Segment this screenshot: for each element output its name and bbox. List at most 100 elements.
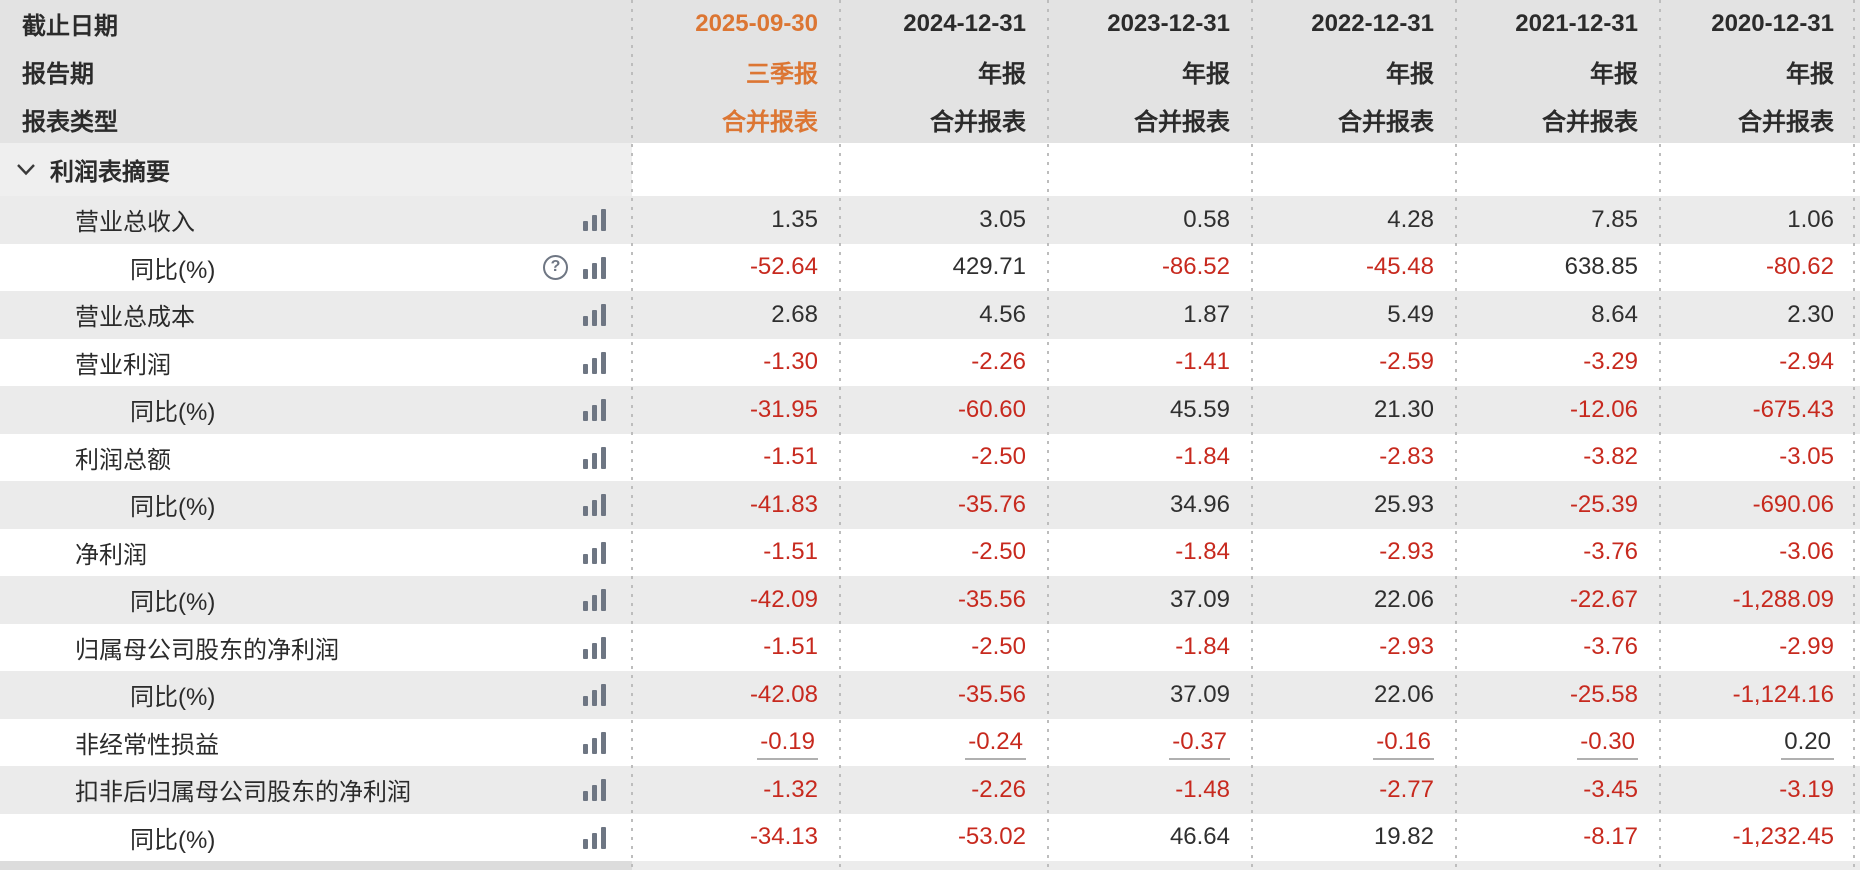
table-row: 营业总成本 2.68 4.56 1.87 5.49 8.64 2.30	[0, 291, 1860, 339]
header-cell: 2024-12-31	[903, 9, 1026, 37]
value-cell: 1.06	[1787, 205, 1834, 233]
row-label: 营业利润	[75, 351, 171, 379]
row-label-cell: 营业总成本	[0, 291, 632, 339]
value-cell: -52.64	[749, 253, 818, 281]
row-label: 同比(%)	[130, 494, 216, 522]
table-row: 营业利润 -1.30 -2.26 -1.41 -2.59 -3.29 -2.94	[0, 338, 1860, 387]
value-cell: -2.99	[1779, 633, 1834, 661]
bar-chart-icon[interactable]	[582, 255, 608, 280]
value-cell: 22.06	[1373, 680, 1434, 708]
value-cell: 21.30	[1373, 395, 1434, 423]
bar-chart-icon[interactable]	[582, 777, 608, 802]
row-label: 归属母公司股东的净利润	[75, 636, 339, 664]
value-cell: -0.30	[1456, 728, 1660, 761]
value-cell: -0.16	[1252, 728, 1456, 761]
table-row: 非经常性损益 -0.19 -0.24 -0.37 -0.16 -0.30 0.2…	[0, 718, 1860, 767]
header-cell: 合并报表	[722, 108, 818, 136]
bar-chart-icon[interactable]	[582, 540, 608, 565]
cutoff-row-label-area	[0, 861, 632, 870]
value-cell: -41.83	[749, 490, 818, 518]
value-cell: -3.05	[1779, 443, 1834, 471]
bar-chart-icon[interactable]	[582, 730, 608, 755]
column-divider	[631, 0, 633, 870]
bar-chart-icon[interactable]	[582, 825, 608, 850]
bar-chart-icon[interactable]	[582, 302, 608, 327]
value-cell: -2.93	[1379, 633, 1434, 661]
row-label-cell: 归属母公司股东的净利润	[0, 624, 632, 672]
chevron-down-icon[interactable]	[16, 163, 36, 176]
value-cell: -1.51	[763, 538, 818, 566]
row-label-cell: 净利润	[0, 529, 632, 577]
value-cell: -1.84	[1175, 443, 1230, 471]
header-cell: 合并报表	[1738, 108, 1834, 136]
header-cell: 三季报	[746, 61, 818, 88]
header-cell: 2023-12-31	[1107, 9, 1230, 37]
row-label-cell: 营业利润	[0, 339, 632, 387]
header-cell: 2020-12-31	[1711, 9, 1834, 37]
value-cell: -80.62	[1765, 253, 1834, 281]
row-label-cell: 同比(%)	[0, 386, 632, 434]
cutoff-row	[0, 861, 1860, 870]
value-cell: -2.59	[1379, 348, 1434, 376]
bar-chart-icon[interactable]	[582, 397, 608, 422]
value-cell: 25.93	[1373, 490, 1434, 518]
value-cell: 2.68	[771, 300, 818, 328]
value-cell: -60.60	[957, 395, 1026, 423]
value-cell: -45.48	[1365, 253, 1434, 281]
row-label: 营业总成本	[75, 304, 195, 332]
value-cell: 46.64	[1169, 823, 1230, 851]
value-cell: -675.43	[1752, 395, 1834, 423]
value-cell: -1.84	[1175, 538, 1230, 566]
row-label-cell: 同比(%)	[0, 481, 632, 529]
row-label: 同比(%)	[130, 684, 216, 712]
value-cell: 5.49	[1387, 300, 1434, 328]
value-cell: -3.06	[1779, 538, 1834, 566]
value-cell: -42.08	[749, 680, 818, 708]
value-cell: -1.41	[1175, 348, 1230, 376]
value-cell: 19.82	[1373, 823, 1434, 851]
bar-chart-icon[interactable]	[582, 682, 608, 707]
value-cell: 45.59	[1169, 395, 1230, 423]
value-cell: -25.39	[1569, 490, 1638, 518]
value-cell: 0.58	[1183, 205, 1230, 233]
section-toggle[interactable]: 利润表摘要	[0, 143, 632, 196]
bar-chart-icon[interactable]	[582, 587, 608, 612]
bar-chart-icon[interactable]	[582, 492, 608, 517]
row-label-cell: 非经常性损益	[0, 719, 632, 767]
value-cell: -1,232.45	[1732, 823, 1834, 851]
bar-chart-icon[interactable]	[582, 635, 608, 660]
value-cell: -1.48	[1175, 775, 1230, 803]
header-cell: 年报	[1182, 61, 1230, 88]
table-row: 同比(%) -41.83 -35.76 34.96 25.93 -25.39 -…	[0, 481, 1860, 529]
value-cell: -3.76	[1583, 633, 1638, 661]
help-icon[interactable]: ?	[543, 254, 568, 280]
bar-chart-icon[interactable]	[582, 350, 608, 375]
header-cell: 年报	[1386, 61, 1434, 88]
value-cell: -3.82	[1583, 443, 1638, 471]
row-label: 扣非后归属母公司股东的净利润	[75, 779, 411, 807]
header-cell: 合并报表	[1134, 108, 1230, 136]
bar-chart-icon[interactable]	[582, 207, 608, 232]
value-cell: -0.24	[840, 728, 1048, 761]
value-cell: 638.85	[1564, 253, 1638, 281]
value-cell: -2.83	[1379, 443, 1434, 471]
value-cell: -1,288.09	[1732, 585, 1834, 613]
value-cell: 7.85	[1591, 205, 1638, 233]
row-label-cell: 同比(%)	[0, 576, 632, 624]
row-label: 营业总收入	[75, 209, 195, 237]
value-cell: 1.35	[771, 205, 818, 233]
row-label-cell: 同比(%) ?	[0, 244, 632, 292]
header-cell: 合并报表	[930, 108, 1026, 136]
value-cell: -2.26	[971, 775, 1026, 803]
bar-chart-icon[interactable]	[582, 445, 608, 470]
value-cell: -35.56	[957, 680, 1026, 708]
value-cell: -2.77	[1379, 775, 1434, 803]
table-row: 同比(%) -42.08 -35.56 37.09 22.06 -25.58 -…	[0, 671, 1860, 719]
value-cell: -42.09	[749, 585, 818, 613]
table-row: 营业总收入 1.35 3.05 0.58 4.28 7.85 1.06	[0, 196, 1860, 244]
value-cell: -3.29	[1583, 348, 1638, 376]
section-row-income-statement: 利润表摘要	[0, 143, 1860, 196]
row-label-cell: 同比(%)	[0, 814, 632, 862]
value-cell: 429.71	[952, 253, 1026, 281]
value-cell: -1.32	[763, 775, 818, 803]
